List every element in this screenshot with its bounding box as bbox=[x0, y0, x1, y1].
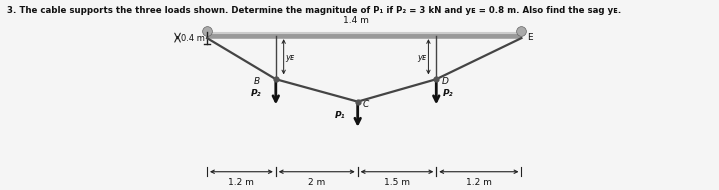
Text: P₂: P₂ bbox=[251, 89, 262, 98]
Text: 1.2 m: 1.2 m bbox=[229, 178, 255, 187]
Text: 0.4 m: 0.4 m bbox=[180, 34, 205, 43]
Text: 1.2 m: 1.2 m bbox=[466, 178, 492, 187]
Text: B: B bbox=[253, 77, 260, 86]
Text: P₂: P₂ bbox=[443, 89, 454, 98]
Text: D: D bbox=[441, 77, 449, 86]
Text: yᴇ: yᴇ bbox=[285, 53, 295, 62]
Text: 3. The cable supports the three loads shown. Determine the magnitude of P₁ if P₂: 3. The cable supports the three loads sh… bbox=[7, 6, 621, 15]
Text: C: C bbox=[363, 100, 369, 109]
Text: 1.4 m: 1.4 m bbox=[343, 16, 369, 25]
Text: 2 m: 2 m bbox=[308, 178, 326, 187]
Text: E: E bbox=[527, 33, 532, 42]
Text: P₁: P₁ bbox=[335, 111, 345, 120]
Text: 1.5 m: 1.5 m bbox=[384, 178, 410, 187]
Text: yᴇ: yᴇ bbox=[417, 53, 426, 62]
